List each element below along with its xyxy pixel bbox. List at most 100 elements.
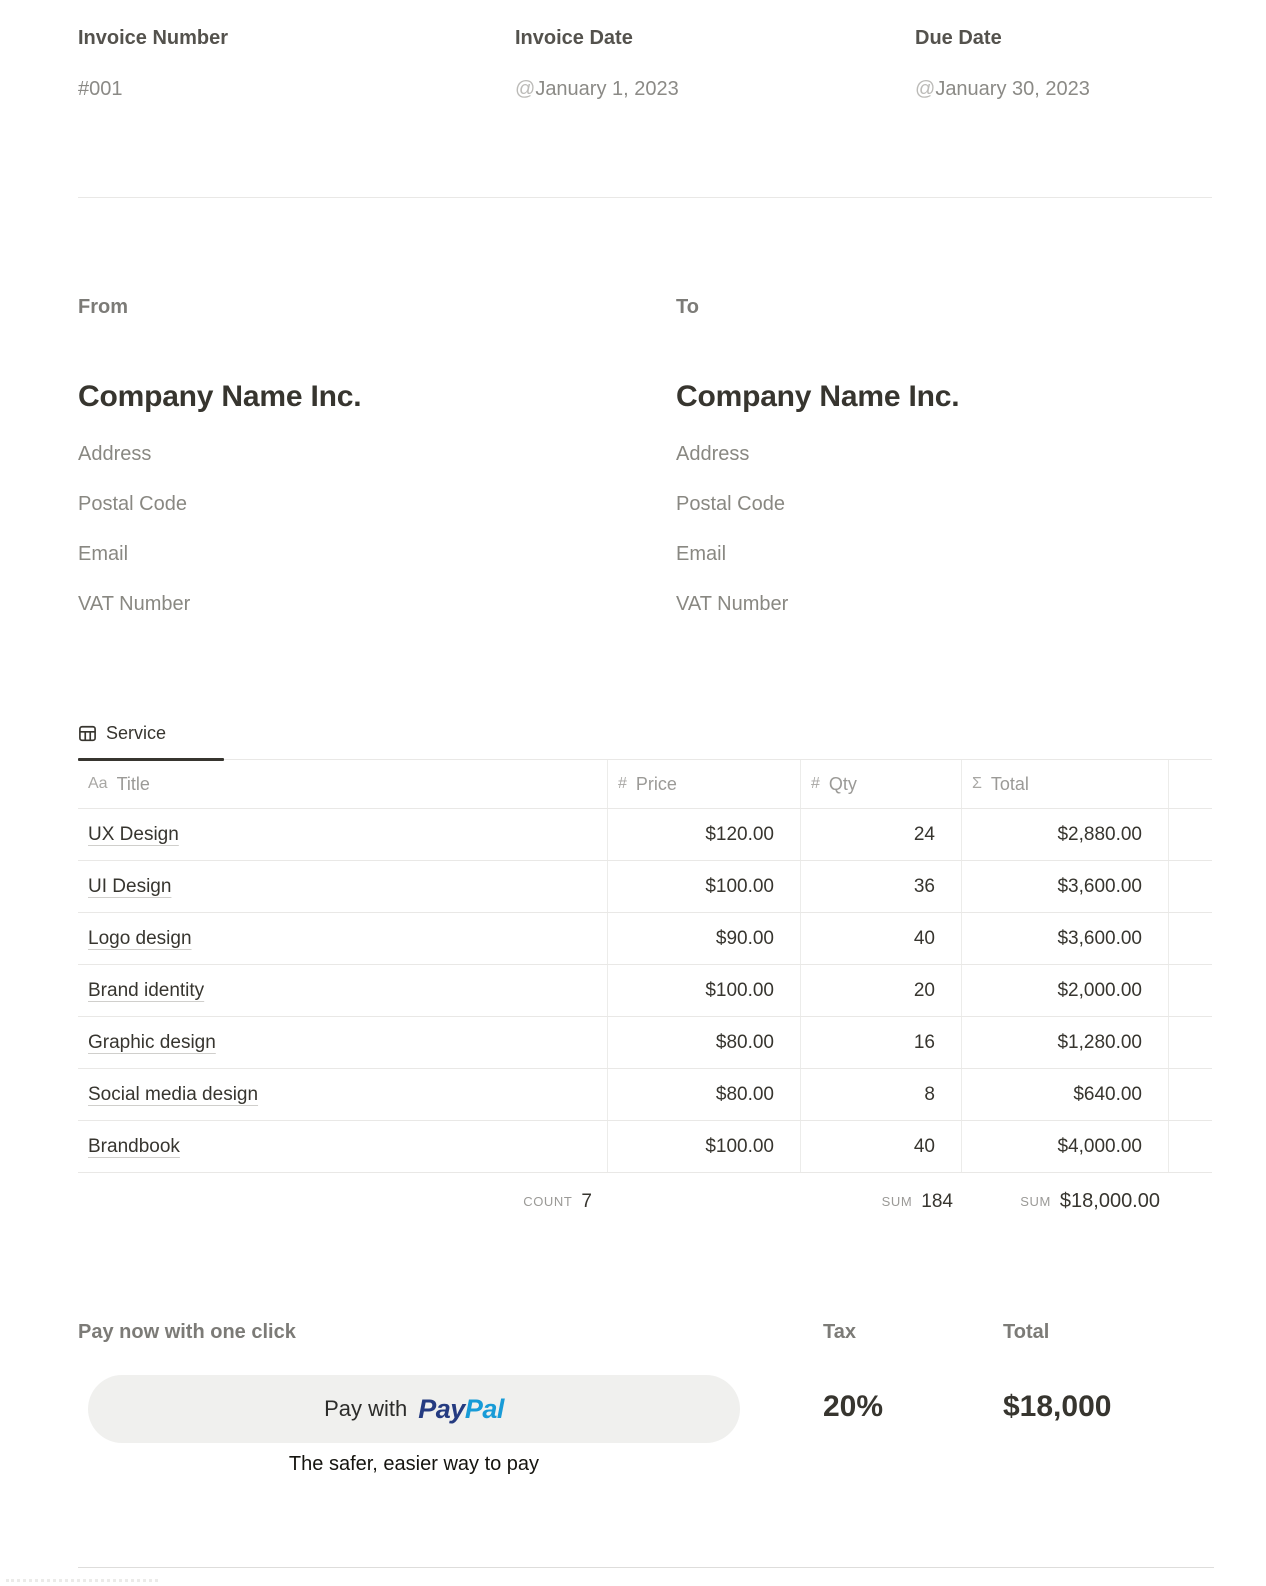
cell-total[interactable]: $3,600.00 bbox=[962, 861, 1169, 912]
table-row: UX Design $120.00 24 $2,880.00 bbox=[78, 809, 1212, 861]
row-filler bbox=[1169, 1069, 1212, 1120]
calc-count[interactable]: COUNT 7 bbox=[523, 1190, 592, 1212]
cutoff-text-artifact bbox=[6, 1579, 158, 1582]
pay-with-text: Pay with bbox=[324, 1396, 408, 1421]
cell-title[interactable]: Social media design bbox=[78, 1069, 608, 1120]
cell-total[interactable]: $4,000.00 bbox=[962, 1121, 1169, 1172]
cell-price[interactable]: $100.00 bbox=[608, 965, 801, 1016]
paypal-logo: PayPal bbox=[418, 1393, 504, 1424]
cell-total[interactable]: $3,600.00 bbox=[962, 913, 1169, 964]
table-row: UI Design $100.00 36 $3,600.00 bbox=[78, 861, 1212, 913]
column-header-price[interactable]: # Price bbox=[608, 760, 801, 808]
tax-block: Tax 20% bbox=[740, 1320, 925, 1477]
due-date-text: January 30, 2023 bbox=[935, 78, 1090, 100]
cell-qty[interactable]: 24 bbox=[801, 809, 962, 860]
page-link[interactable]: Graphic design bbox=[88, 1031, 216, 1053]
from-address: Address bbox=[78, 442, 152, 465]
page-link[interactable]: Brand identity bbox=[88, 979, 205, 1001]
table-calc-row: COUNT 7 SUM 184 SUM $18,000.00 bbox=[78, 1173, 1212, 1230]
cell-total[interactable]: $2,880.00 bbox=[962, 809, 1169, 860]
from-email: Email bbox=[78, 542, 129, 565]
column-header-qty[interactable]: # Qty bbox=[801, 760, 962, 808]
invoice-date-value: @January 1, 2023 bbox=[515, 77, 915, 102]
cell-qty[interactable]: 20 bbox=[801, 965, 962, 1016]
cell-qty[interactable]: 40 bbox=[801, 1121, 962, 1172]
header-filler bbox=[1169, 760, 1212, 808]
from-section: From Company Name Inc. Address Postal Co… bbox=[78, 295, 676, 629]
cell-qty[interactable]: 40 bbox=[801, 913, 962, 964]
number-property-icon: # bbox=[618, 775, 627, 792]
cell-title[interactable]: Logo design bbox=[78, 913, 608, 964]
mention-at-sign: @ bbox=[515, 78, 536, 100]
text-property-icon: Aa bbox=[88, 775, 108, 792]
paypal-pay-button[interactable]: Pay with PayPal bbox=[88, 1375, 740, 1443]
column-header-title[interactable]: Aa Title bbox=[78, 760, 608, 808]
from-vat-number: VAT Number bbox=[78, 592, 191, 615]
invoice-date-label: Invoice Date bbox=[515, 27, 633, 49]
calc-empty bbox=[608, 1173, 801, 1230]
calc-qty-sum[interactable]: SUM 184 bbox=[881, 1190, 953, 1212]
invoice-meta-header: Invoice Number #001 Invoice Date @Januar… bbox=[78, 26, 1212, 102]
page-link[interactable]: Brandbook bbox=[88, 1135, 180, 1157]
to-vat-number: VAT Number bbox=[676, 592, 789, 615]
table-row: Logo design $90.00 40 $3,600.00 bbox=[78, 913, 1212, 965]
invoice-date-block: Invoice Date @January 1, 2023 bbox=[515, 26, 915, 102]
cell-price[interactable]: $100.00 bbox=[608, 861, 801, 912]
cell-title[interactable]: Brand identity bbox=[78, 965, 608, 1016]
due-date-label: Due Date bbox=[915, 27, 1002, 49]
page-link[interactable]: UX Design bbox=[88, 823, 179, 845]
table-row: Brandbook $100.00 40 $4,000.00 bbox=[78, 1121, 1212, 1173]
cell-title[interactable]: UI Design bbox=[78, 861, 608, 912]
tab-service-label: Service bbox=[106, 723, 167, 743]
due-date-value: @January 30, 2023 bbox=[915, 77, 1212, 102]
cell-price[interactable]: $100.00 bbox=[608, 1121, 801, 1172]
cell-qty[interactable]: 8 bbox=[801, 1069, 962, 1120]
table-row: Social media design $80.00 8 $640.00 bbox=[78, 1069, 1212, 1121]
column-header-total[interactable]: Σ Total bbox=[962, 760, 1169, 808]
cell-title[interactable]: UX Design bbox=[78, 809, 608, 860]
page-link[interactable]: Logo design bbox=[88, 927, 192, 949]
table-icon bbox=[78, 724, 97, 743]
mention-at-sign: @ bbox=[915, 78, 936, 100]
pay-now-block: Pay now with one click Pay with PayPal T… bbox=[78, 1320, 740, 1477]
table-row: Graphic design $80.00 16 $1,280.00 bbox=[78, 1017, 1212, 1069]
tax-label: Tax bbox=[823, 1321, 856, 1343]
cell-title[interactable]: Graphic design bbox=[78, 1017, 608, 1068]
table-row: Brand identity $100.00 20 $2,000.00 bbox=[78, 965, 1212, 1017]
calc-total-sum[interactable]: SUM $18,000.00 bbox=[1020, 1190, 1160, 1212]
to-section: To Company Name Inc. Address Postal Code… bbox=[676, 295, 1212, 629]
invoice-number-block: Invoice Number #001 bbox=[78, 26, 515, 102]
from-label: From bbox=[78, 296, 128, 318]
total-block: Total $18,000 bbox=[925, 1320, 1212, 1477]
to-label: To bbox=[676, 296, 699, 318]
to-email: Email bbox=[676, 542, 727, 565]
cell-total[interactable]: $640.00 bbox=[962, 1069, 1169, 1120]
payment-section: Pay now with one click Pay with PayPal T… bbox=[78, 1320, 1212, 1477]
page-link[interactable]: UI Design bbox=[88, 875, 172, 897]
cell-price[interactable]: $120.00 bbox=[608, 809, 801, 860]
total-value: $18,000 bbox=[1003, 1390, 1112, 1423]
to-company-name: Company Name Inc. bbox=[676, 380, 960, 413]
cell-total[interactable]: $2,000.00 bbox=[962, 965, 1169, 1016]
cell-title[interactable]: Brandbook bbox=[78, 1121, 608, 1172]
header-divider bbox=[78, 197, 1212, 198]
service-table-section: Service Aa Title # Price # Qty Σ bbox=[78, 722, 1212, 1230]
page-link[interactable]: Social media design bbox=[88, 1083, 259, 1105]
row-filler bbox=[1169, 809, 1212, 860]
cell-total[interactable]: $1,280.00 bbox=[962, 1017, 1169, 1068]
cell-price[interactable]: $90.00 bbox=[608, 913, 801, 964]
tab-service[interactable]: Service bbox=[78, 722, 225, 761]
cell-qty[interactable]: 16 bbox=[801, 1017, 962, 1068]
cell-qty[interactable]: 36 bbox=[801, 861, 962, 912]
total-label: Total bbox=[1003, 1321, 1050, 1343]
invoice-number-label: Invoice Number bbox=[78, 27, 229, 49]
cell-price[interactable]: $80.00 bbox=[608, 1017, 801, 1068]
table-header-row: Aa Title # Price # Qty Σ Total bbox=[78, 760, 1212, 809]
from-company-name: Company Name Inc. bbox=[78, 380, 362, 413]
cell-price[interactable]: $80.00 bbox=[608, 1069, 801, 1120]
invoice-number-value: #001 bbox=[78, 78, 123, 100]
to-postal-code: Postal Code bbox=[676, 492, 785, 515]
invoice-date-text: January 1, 2023 bbox=[535, 78, 679, 100]
from-details: Address Postal Code Email VAT Number bbox=[78, 429, 676, 629]
